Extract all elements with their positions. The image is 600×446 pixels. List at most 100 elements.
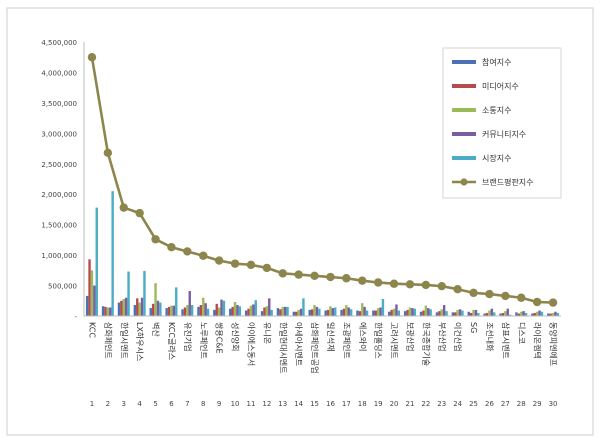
bar: [260, 311, 264, 316]
x-category-label: 벽산: [151, 322, 161, 337]
x-rank-label: 17: [342, 400, 351, 408]
x-category-label: 일신석재: [326, 322, 336, 351]
bar: [215, 303, 218, 316]
line-marker: [342, 274, 351, 283]
bar: [167, 306, 171, 316]
bar: [270, 309, 273, 316]
x-rank-label: 7: [185, 400, 189, 408]
x-category-label: KCC글라스: [167, 322, 176, 360]
x-rank-label: 22: [421, 400, 430, 408]
x-rank-label: 10: [231, 400, 240, 408]
bar: [183, 307, 187, 316]
bar: [397, 310, 401, 316]
line-marker: [326, 272, 335, 282]
x-category-label: 동양피엔에프: [549, 322, 559, 366]
bar: [517, 313, 521, 316]
bar: [313, 305, 316, 316]
x-category-label: KCC: [87, 322, 96, 338]
bar: [151, 303, 155, 316]
line-marker: [548, 298, 558, 307]
x-rank-label: 2: [106, 400, 110, 408]
x-category-label: 한일시멘트: [119, 322, 128, 359]
x-category-label: 아이에스동서: [246, 322, 256, 366]
bar: [365, 310, 369, 316]
bar: [326, 309, 330, 316]
bar: [124, 297, 128, 316]
bar: [347, 307, 350, 316]
line-marker: [389, 279, 399, 288]
bar: [138, 302, 141, 316]
bar: [265, 306, 269, 316]
bar: [222, 300, 226, 316]
line-marker: [119, 203, 128, 212]
bar: [331, 308, 335, 316]
bar: [117, 302, 121, 316]
x-category-label: 에스와이: [358, 322, 368, 351]
bar: [379, 307, 382, 316]
bar: [408, 307, 412, 316]
bar: [286, 306, 289, 316]
bar: [279, 309, 282, 316]
bar: [95, 207, 98, 316]
line-marker: [167, 243, 176, 252]
x-rank-label: 9: [217, 400, 221, 408]
bar: [429, 309, 432, 316]
bar: [236, 305, 239, 316]
bar: [477, 312, 480, 316]
x-category-label: 한국종합기술: [421, 322, 431, 366]
bar: [551, 312, 555, 316]
line-marker: [294, 270, 303, 279]
legend-marker: [460, 178, 468, 186]
x-rank-label: 13: [278, 400, 287, 408]
bar: [170, 305, 173, 316]
bar: [540, 311, 544, 316]
bar: [231, 306, 234, 316]
x-category-label: 라이온켐텍: [533, 322, 543, 359]
bar: [520, 311, 523, 316]
bar: [159, 302, 162, 316]
line-marker: [262, 263, 272, 273]
legend-label: 참여지수: [482, 57, 511, 67]
y-tick-label: 2,000,000: [41, 191, 77, 199]
legend-label: 미디어지수: [482, 81, 519, 91]
bar: [349, 309, 353, 316]
line-marker: [199, 251, 208, 260]
bar: [522, 311, 525, 316]
bar: [206, 308, 210, 316]
bar: [85, 295, 89, 316]
bar: [276, 308, 280, 316]
line-marker: [469, 288, 478, 298]
bar: [297, 309, 300, 316]
y-axis: - 500,000 1,000,000 1,500,000 2,000,000 2,500…: [41, 39, 85, 321]
bar: [143, 270, 146, 316]
bar: [547, 313, 550, 316]
line-marker: [151, 235, 160, 244]
y-tick-label: 1,000,000: [41, 252, 77, 260]
bar: [456, 309, 459, 316]
bar: [504, 311, 507, 316]
bar: [440, 309, 443, 316]
x-category-label: 쌍용C&E: [215, 322, 225, 354]
bar: [140, 297, 144, 316]
line-marker: [103, 148, 113, 158]
bar: [244, 310, 248, 316]
line-marker: [532, 297, 542, 307]
bar: [454, 312, 457, 316]
x-rank-label: 26: [485, 400, 494, 408]
bar: [204, 303, 207, 316]
x-rank-label: 28: [517, 400, 526, 408]
legend-swatch: [452, 60, 476, 64]
bar: [374, 310, 377, 316]
x-rank-label: 1: [90, 400, 94, 408]
bar: [281, 306, 284, 316]
bar: [549, 313, 552, 316]
bar: [186, 305, 189, 316]
y-tick-label: 1,500,000: [41, 222, 77, 230]
bar: [93, 285, 96, 316]
bar: [376, 308, 380, 316]
bar: [109, 307, 112, 316]
bar: [535, 311, 539, 316]
bar: [334, 307, 337, 316]
bar: [156, 300, 160, 316]
bar: [299, 308, 303, 316]
